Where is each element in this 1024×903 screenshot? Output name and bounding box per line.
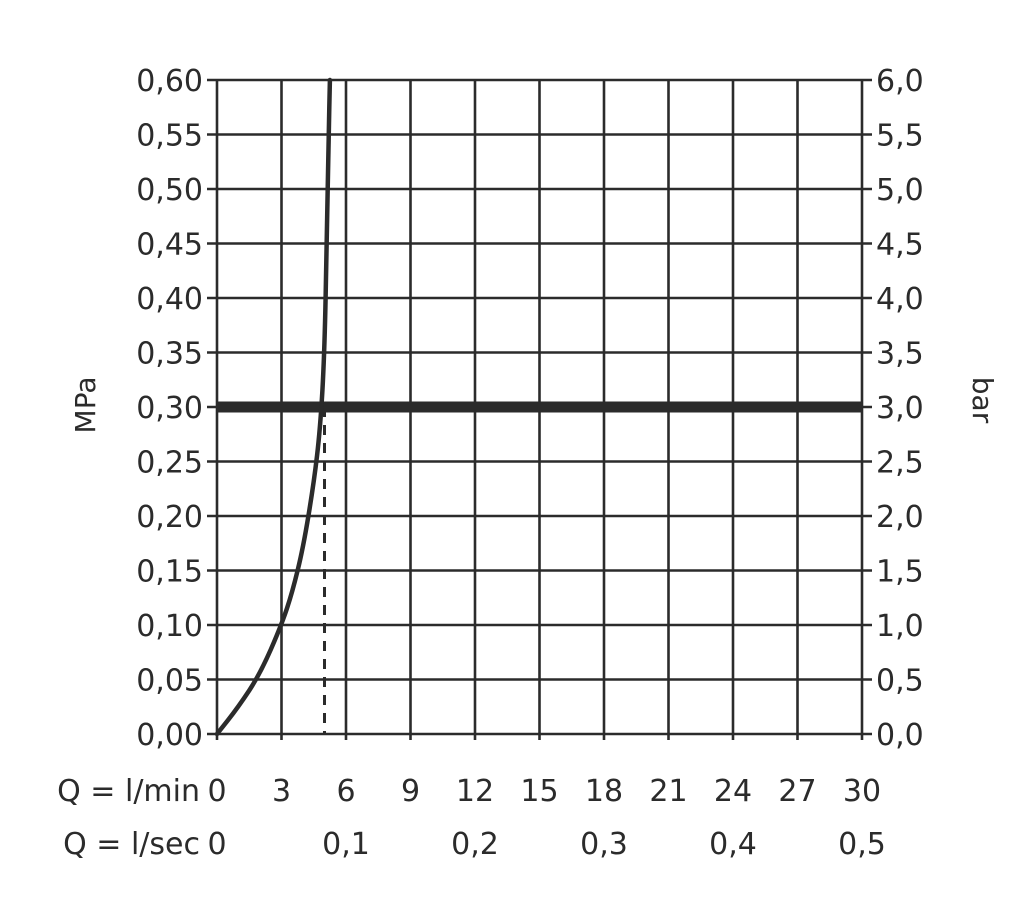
x-row-label-lsec: Q = l/sec bbox=[63, 827, 200, 862]
right-tick-label: 3,5 bbox=[876, 337, 924, 372]
right-tick-label: 2,0 bbox=[876, 500, 924, 535]
x-axis-ticks-lmin: 0 3 6 9 12 15 18 21 24 27 30 bbox=[207, 774, 881, 809]
x-tick-label-lmin: 9 bbox=[401, 774, 420, 809]
left-tick-label: 0,10 bbox=[136, 609, 203, 644]
x-tick-label-lmin: 30 bbox=[843, 774, 881, 809]
x-tick-label-lsec: 0,5 bbox=[838, 827, 886, 862]
right-axis-ticks: 0,0 0,5 1,0 1,5 2,0 2,5 3,0 3,5 4,0 4,5 5,0 5,5 6,0 bbox=[876, 64, 924, 753]
left-tick-label: 0,50 bbox=[136, 173, 203, 208]
x-tick-label-lsec: 0,2 bbox=[451, 827, 499, 862]
x-tick-label-lmin: 3 bbox=[272, 774, 291, 809]
left-axis-title: MPa bbox=[69, 377, 102, 434]
x-tick-label-lsec: 0,4 bbox=[709, 827, 757, 862]
left-tick-label: 0,00 bbox=[136, 718, 203, 753]
left-tick-label: 0,30 bbox=[136, 391, 203, 426]
left-axis-ticks: 0,00 0,05 0,10 0,15 0,20 0,25 0,30 0,35 0,40 0,45… bbox=[136, 64, 203, 753]
x-tick-label-lsec: 0 bbox=[207, 827, 226, 862]
right-tick-label: 4,0 bbox=[876, 282, 924, 317]
x-tick-label-lmin: 27 bbox=[778, 774, 816, 809]
right-tick-label: 1,0 bbox=[876, 609, 924, 644]
x-tick-label-lsec: 0,1 bbox=[322, 827, 370, 862]
right-tick-label: 2,5 bbox=[876, 446, 924, 481]
left-tick-label: 0,05 bbox=[136, 664, 203, 699]
right-tick-label: 0,0 bbox=[876, 718, 924, 753]
left-tick-label: 0,45 bbox=[136, 228, 203, 263]
right-tick-label: 4,5 bbox=[876, 228, 924, 263]
x-tick-label-lmin: 15 bbox=[520, 774, 558, 809]
x-tick-label-lmin: 21 bbox=[649, 774, 687, 809]
right-tick-label: 3,0 bbox=[876, 391, 924, 426]
x-axis-ticks-lsec: 0 0,1 0,2 0,3 0,4 0,5 bbox=[207, 827, 885, 862]
x-tick-label-lmin: 0 bbox=[207, 774, 226, 809]
x-row-label-lmin: Q = l/min bbox=[57, 774, 200, 809]
right-tick-label: 5,5 bbox=[876, 119, 924, 154]
right-tick-label: 5,0 bbox=[876, 173, 924, 208]
left-tick-label: 0,40 bbox=[136, 282, 203, 317]
right-tick-label: 1,5 bbox=[876, 555, 924, 590]
right-tick-label: 6,0 bbox=[876, 64, 924, 99]
right-tick-label: 0,5 bbox=[876, 664, 924, 699]
x-tick-label-lsec: 0,3 bbox=[580, 827, 628, 862]
left-tick-label: 0,55 bbox=[136, 119, 203, 154]
left-tick-label: 0,25 bbox=[136, 446, 203, 481]
x-tick-label-lmin: 24 bbox=[714, 774, 752, 809]
left-tick-label: 0,15 bbox=[136, 555, 203, 590]
plot-area bbox=[214, 77, 862, 737]
right-axis-title: bar bbox=[966, 377, 999, 424]
left-tick-label: 0,35 bbox=[136, 337, 203, 372]
flow-curve bbox=[214, 77, 333, 737]
x-tick-label-lmin: 12 bbox=[456, 774, 494, 809]
x-tick-label-lmin: 6 bbox=[336, 774, 355, 809]
left-tick-label: 0,20 bbox=[136, 500, 203, 535]
x-tick-label-lmin: 18 bbox=[585, 774, 623, 809]
left-tick-label: 0,60 bbox=[136, 64, 203, 99]
